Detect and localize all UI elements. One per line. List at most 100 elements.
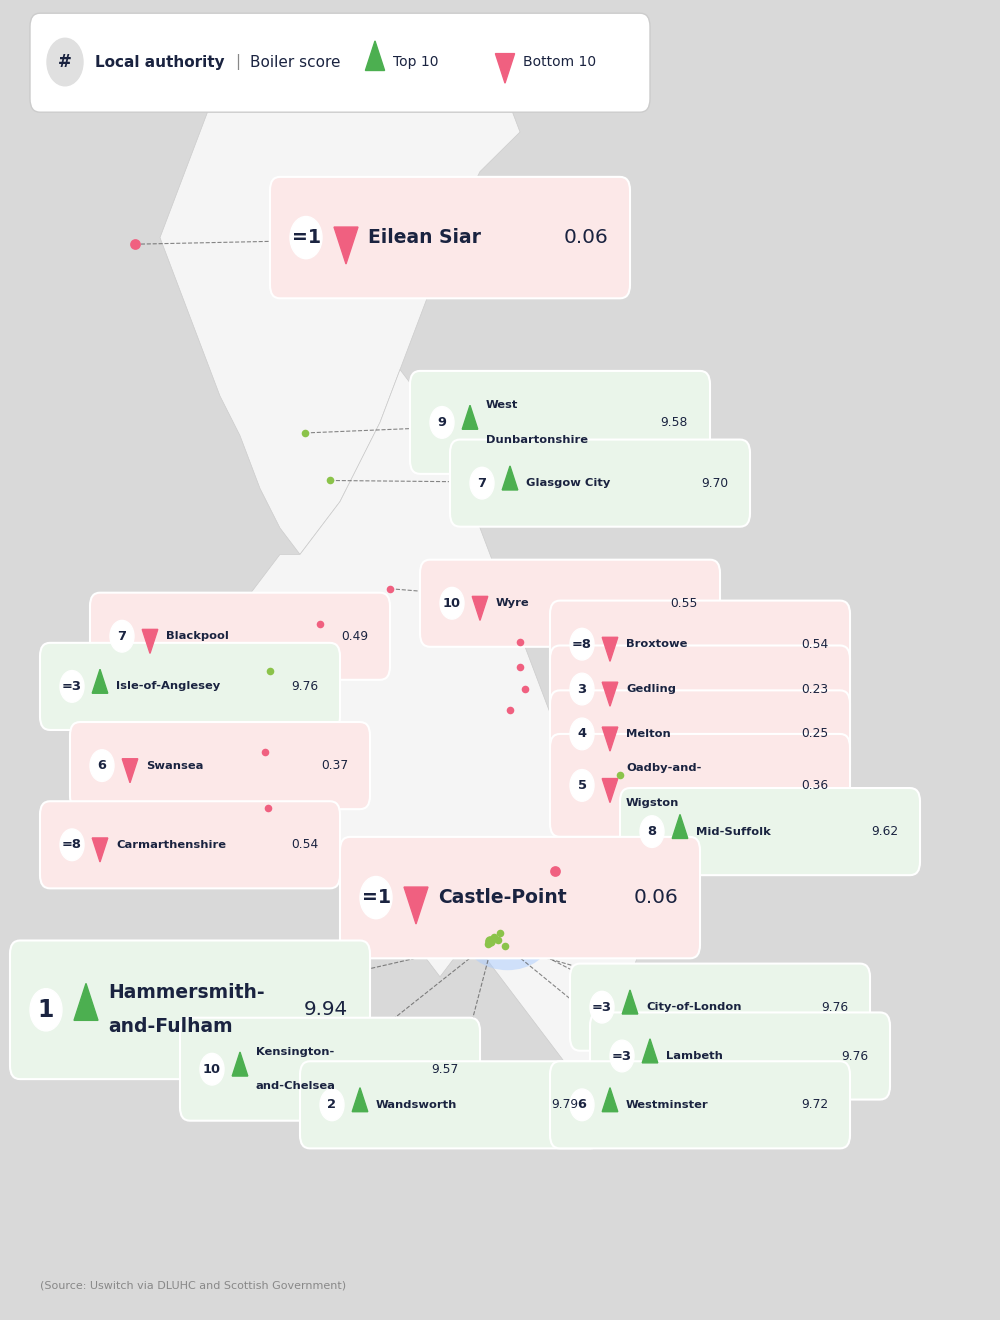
FancyBboxPatch shape [40,801,340,888]
Text: 9.79: 9.79 [551,1098,578,1111]
Text: 6: 6 [98,759,107,772]
Text: 0.54: 0.54 [801,638,828,651]
FancyBboxPatch shape [620,788,920,875]
FancyBboxPatch shape [590,1012,890,1100]
Text: Kensington-: Kensington- [256,1047,334,1057]
Text: Gedling: Gedling [626,684,676,694]
Text: 5: 5 [578,779,587,792]
Text: =8: =8 [572,638,592,651]
Point [482,931,498,952]
Polygon shape [160,13,520,554]
Polygon shape [642,1039,658,1063]
Ellipse shape [465,907,550,970]
FancyBboxPatch shape [340,837,700,958]
FancyBboxPatch shape [90,593,390,680]
Text: Broxtowe: Broxtowe [626,639,687,649]
Circle shape [570,718,594,750]
FancyBboxPatch shape [300,1061,600,1148]
Polygon shape [602,682,618,706]
Polygon shape [622,990,638,1014]
Text: Oadby-and-: Oadby-and- [626,763,701,774]
Text: 9.94: 9.94 [304,1001,348,1019]
Polygon shape [74,983,98,1020]
Circle shape [60,671,84,702]
Text: =3: =3 [62,680,82,693]
Circle shape [200,1053,224,1085]
FancyBboxPatch shape [570,964,870,1051]
Circle shape [610,1040,634,1072]
Text: Bottom 10: Bottom 10 [523,55,596,69]
Circle shape [570,673,594,705]
Text: Westminster: Westminster [626,1100,709,1110]
Text: Eilean Siar: Eilean Siar [368,228,481,247]
Text: #: # [58,53,72,71]
Circle shape [430,407,454,438]
Text: =3: =3 [592,1001,612,1014]
Text: Lambeth: Lambeth [666,1051,723,1061]
FancyBboxPatch shape [410,371,710,474]
Polygon shape [92,669,108,693]
Text: =1: =1 [292,228,321,247]
FancyBboxPatch shape [10,940,370,1080]
Circle shape [470,467,494,499]
Point [512,656,528,677]
Point [497,936,513,957]
Text: Top 10: Top 10 [393,55,438,69]
Text: West: West [486,400,518,411]
Text: 0.55: 0.55 [671,597,698,610]
Text: 9.76: 9.76 [841,1049,868,1063]
FancyBboxPatch shape [550,734,850,837]
Text: 4: 4 [578,727,587,741]
Circle shape [320,1089,344,1121]
Point [312,614,328,635]
Circle shape [570,1089,594,1121]
Text: Wigston: Wigston [626,797,679,808]
FancyBboxPatch shape [30,13,650,112]
Polygon shape [200,370,640,1082]
Text: 0.37: 0.37 [321,759,348,772]
Text: 8: 8 [648,825,656,838]
Point [547,861,563,882]
Polygon shape [365,41,385,70]
Text: =8: =8 [62,838,82,851]
FancyBboxPatch shape [270,177,630,298]
Text: Carmarthenshire: Carmarthenshire [116,840,226,850]
Text: Swansea: Swansea [146,760,203,771]
Text: 9: 9 [438,416,446,429]
Polygon shape [122,759,138,783]
Text: 7: 7 [118,630,126,643]
Text: Blackpool: Blackpool [166,631,229,642]
Text: Boiler score: Boiler score [250,54,340,70]
FancyBboxPatch shape [420,560,720,647]
Text: Wandsworth: Wandsworth [376,1100,457,1110]
Polygon shape [462,405,478,429]
Text: 3: 3 [577,682,587,696]
Text: 9.62: 9.62 [871,825,898,838]
Circle shape [570,628,594,660]
Text: 10: 10 [443,597,461,610]
Text: 0.54: 0.54 [291,838,318,851]
Polygon shape [602,727,618,751]
Text: Wyre: Wyre [496,598,530,609]
Text: 7: 7 [478,477,487,490]
Text: 2: 2 [328,1098,336,1111]
Text: 0.06: 0.06 [563,228,608,247]
Text: 9.72: 9.72 [801,1098,828,1111]
Text: Hammersmith-: Hammersmith- [108,983,265,1002]
Text: City-of-London: City-of-London [646,1002,742,1012]
Point [490,929,506,950]
Circle shape [60,829,84,861]
Point [517,678,533,700]
Text: and-Chelsea: and-Chelsea [256,1081,336,1092]
Point [486,927,502,948]
Text: 1: 1 [38,998,54,1022]
Text: 9.57: 9.57 [431,1063,458,1076]
Point [322,470,338,491]
FancyBboxPatch shape [550,645,850,733]
Circle shape [570,770,594,801]
Text: Local authority: Local authority [95,54,225,70]
Polygon shape [672,814,688,838]
Point [127,234,143,255]
Circle shape [440,587,464,619]
Polygon shape [142,630,158,653]
